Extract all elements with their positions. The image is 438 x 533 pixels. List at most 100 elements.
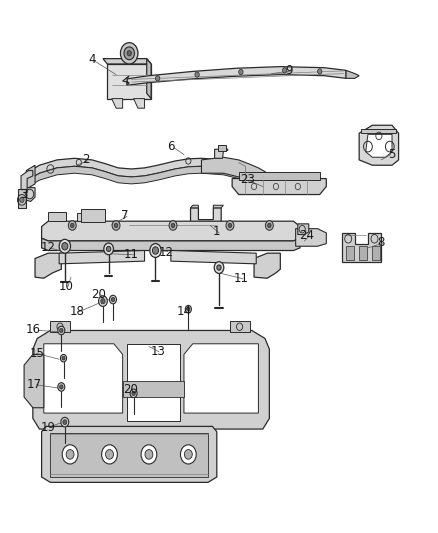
Circle shape xyxy=(59,239,71,253)
Circle shape xyxy=(180,445,196,464)
Polygon shape xyxy=(298,224,309,235)
Circle shape xyxy=(145,450,153,459)
Circle shape xyxy=(217,265,221,270)
Circle shape xyxy=(124,47,134,60)
Circle shape xyxy=(195,72,199,77)
Text: 10: 10 xyxy=(58,280,73,293)
Text: 2: 2 xyxy=(81,154,89,166)
Circle shape xyxy=(58,326,65,335)
Polygon shape xyxy=(77,213,99,221)
Polygon shape xyxy=(239,172,320,180)
Text: 6: 6 xyxy=(167,140,175,153)
Polygon shape xyxy=(134,99,145,108)
Circle shape xyxy=(62,243,68,250)
Polygon shape xyxy=(42,426,217,482)
Polygon shape xyxy=(201,157,272,188)
Polygon shape xyxy=(127,67,346,85)
Text: 8: 8 xyxy=(378,236,385,249)
Polygon shape xyxy=(372,246,380,260)
Text: 11: 11 xyxy=(233,272,248,285)
Polygon shape xyxy=(35,253,61,278)
Text: 13: 13 xyxy=(150,345,165,358)
Text: 19: 19 xyxy=(41,421,56,434)
Circle shape xyxy=(239,69,243,75)
Circle shape xyxy=(110,295,117,304)
Text: 20: 20 xyxy=(91,288,106,301)
Circle shape xyxy=(111,297,115,302)
Polygon shape xyxy=(296,229,326,246)
Polygon shape xyxy=(254,253,280,278)
Circle shape xyxy=(169,221,177,230)
Polygon shape xyxy=(26,166,258,188)
Circle shape xyxy=(114,223,118,228)
Text: 4: 4 xyxy=(88,53,96,66)
Text: 3: 3 xyxy=(21,188,28,201)
Circle shape xyxy=(68,221,76,230)
Circle shape xyxy=(226,221,234,230)
Polygon shape xyxy=(81,209,105,222)
Polygon shape xyxy=(361,129,396,133)
Circle shape xyxy=(66,450,74,459)
Polygon shape xyxy=(127,344,180,421)
Circle shape xyxy=(106,246,111,252)
Polygon shape xyxy=(123,381,184,397)
Text: 1: 1 xyxy=(213,225,221,238)
Polygon shape xyxy=(215,149,228,158)
Circle shape xyxy=(106,450,113,459)
Text: 12: 12 xyxy=(159,246,174,259)
Polygon shape xyxy=(103,59,151,64)
Polygon shape xyxy=(21,171,33,195)
Circle shape xyxy=(60,328,63,333)
Circle shape xyxy=(62,445,78,464)
Polygon shape xyxy=(366,134,392,157)
Circle shape xyxy=(187,307,190,311)
Text: 15: 15 xyxy=(30,347,45,360)
Circle shape xyxy=(127,51,131,56)
Text: 5: 5 xyxy=(389,148,396,161)
Polygon shape xyxy=(359,246,367,260)
Circle shape xyxy=(71,223,74,228)
Polygon shape xyxy=(24,354,44,408)
Circle shape xyxy=(63,420,67,424)
Polygon shape xyxy=(25,188,35,201)
Polygon shape xyxy=(184,344,258,413)
Polygon shape xyxy=(42,238,300,251)
Circle shape xyxy=(132,391,135,395)
Polygon shape xyxy=(42,221,300,241)
Circle shape xyxy=(318,69,322,74)
Polygon shape xyxy=(346,70,359,78)
Circle shape xyxy=(155,76,160,81)
Circle shape xyxy=(283,68,287,73)
Polygon shape xyxy=(359,125,399,165)
Polygon shape xyxy=(59,251,145,264)
Circle shape xyxy=(60,385,63,389)
Circle shape xyxy=(214,262,224,273)
Circle shape xyxy=(112,221,120,230)
Circle shape xyxy=(171,223,175,228)
Polygon shape xyxy=(213,205,223,208)
Polygon shape xyxy=(230,321,250,332)
Circle shape xyxy=(102,445,117,464)
Circle shape xyxy=(62,356,65,360)
Polygon shape xyxy=(147,59,151,99)
Polygon shape xyxy=(112,99,123,108)
Circle shape xyxy=(184,450,192,459)
Text: 18: 18 xyxy=(69,305,84,318)
Circle shape xyxy=(104,243,113,255)
Text: 9: 9 xyxy=(285,64,293,77)
Circle shape xyxy=(265,221,273,230)
Circle shape xyxy=(60,354,67,362)
Text: 12: 12 xyxy=(41,241,56,254)
Circle shape xyxy=(99,296,107,306)
Polygon shape xyxy=(191,208,221,229)
Text: 23: 23 xyxy=(240,173,255,186)
Circle shape xyxy=(130,389,137,398)
Polygon shape xyxy=(50,433,208,477)
Polygon shape xyxy=(123,76,129,85)
Text: 11: 11 xyxy=(124,248,139,261)
Polygon shape xyxy=(26,165,35,189)
Circle shape xyxy=(20,197,24,203)
Circle shape xyxy=(228,223,232,228)
Circle shape xyxy=(120,43,138,64)
Polygon shape xyxy=(171,251,256,264)
